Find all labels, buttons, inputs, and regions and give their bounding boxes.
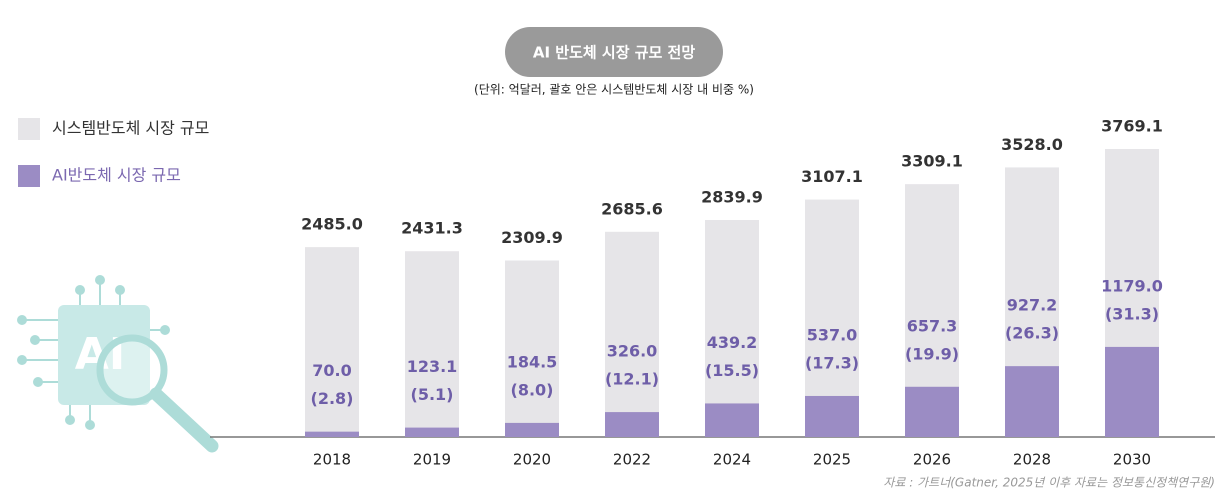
- ai-icon: AI: [17, 275, 219, 453]
- value-label: 657.3: [907, 316, 958, 335]
- x-tick-label: 2030: [1113, 451, 1151, 469]
- x-tick-label: 2025: [813, 451, 851, 469]
- bar: [605, 231, 659, 437]
- value-label: 2485.0: [301, 215, 363, 234]
- chart-subtitle: (단위: 억달러, 괄호 안은 시스템반도체 시장 내 비중 %): [474, 83, 754, 97]
- share-label: (15.5): [705, 361, 759, 380]
- bar: [905, 386, 959, 437]
- value-label: 2839.9: [701, 188, 763, 207]
- x-tick-label: 2018: [313, 451, 351, 469]
- bar: [705, 220, 759, 437]
- value-label: 537.0: [807, 325, 858, 344]
- value-label: 3309.1: [901, 152, 963, 171]
- bar: [305, 431, 359, 437]
- x-tick-label: 2028: [1013, 451, 1051, 469]
- bar: [305, 247, 359, 437]
- share-label: (17.3): [805, 353, 859, 372]
- title-pill: [505, 27, 723, 77]
- x-tick-label: 2019: [413, 451, 451, 469]
- bar: [1105, 346, 1159, 437]
- value-label: 3528.0: [1001, 135, 1063, 154]
- share-label: (31.3): [1105, 304, 1159, 323]
- value-label: 1179.0: [1101, 276, 1163, 295]
- x-tick-label: 2020: [513, 451, 551, 469]
- share-label: (2.8): [311, 389, 354, 408]
- x-tick-label: 2022: [613, 451, 651, 469]
- chart-title: AI 반도체 시장 규모 전망: [533, 44, 695, 62]
- bar: [505, 422, 559, 437]
- value-label: 3107.1: [801, 167, 863, 186]
- bar: [805, 395, 859, 437]
- share-label: (19.9): [905, 344, 959, 363]
- legend-label: AI반도체 시장 규모: [52, 166, 181, 185]
- value-label: 70.0: [312, 361, 351, 380]
- value-label: 2309.9: [501, 228, 563, 247]
- x-tick-label: 2024: [713, 451, 751, 469]
- x-tick-label: 2026: [913, 451, 951, 469]
- bar: [1005, 366, 1059, 437]
- value-label: 3769.1: [1101, 117, 1163, 136]
- share-label: (8.0): [511, 380, 554, 399]
- value-label: 184.5: [507, 352, 558, 371]
- bar: [405, 427, 459, 437]
- bar: [705, 403, 759, 437]
- value-label: 123.1: [407, 357, 458, 376]
- value-label: 326.0: [607, 342, 658, 361]
- value-label: 439.2: [707, 333, 758, 352]
- legend-swatch: [18, 118, 40, 140]
- legend-label: 시스템반도체 시장 규모: [52, 119, 209, 138]
- source-note: 자료 : 가트너(Gatner, 2025년 이후 자료는 정보통신정책연구원): [883, 476, 1215, 490]
- value-label: 2431.3: [401, 219, 463, 238]
- share-label: (12.1): [605, 370, 659, 389]
- value-label: 927.2: [1007, 296, 1058, 315]
- share-label: (26.3): [1005, 324, 1059, 343]
- legend-swatch: [18, 165, 40, 187]
- bar: [405, 251, 459, 437]
- value-label: 2685.6: [601, 199, 663, 218]
- bar: [605, 412, 659, 437]
- bar: [505, 260, 559, 437]
- share-label: (5.1): [411, 385, 454, 404]
